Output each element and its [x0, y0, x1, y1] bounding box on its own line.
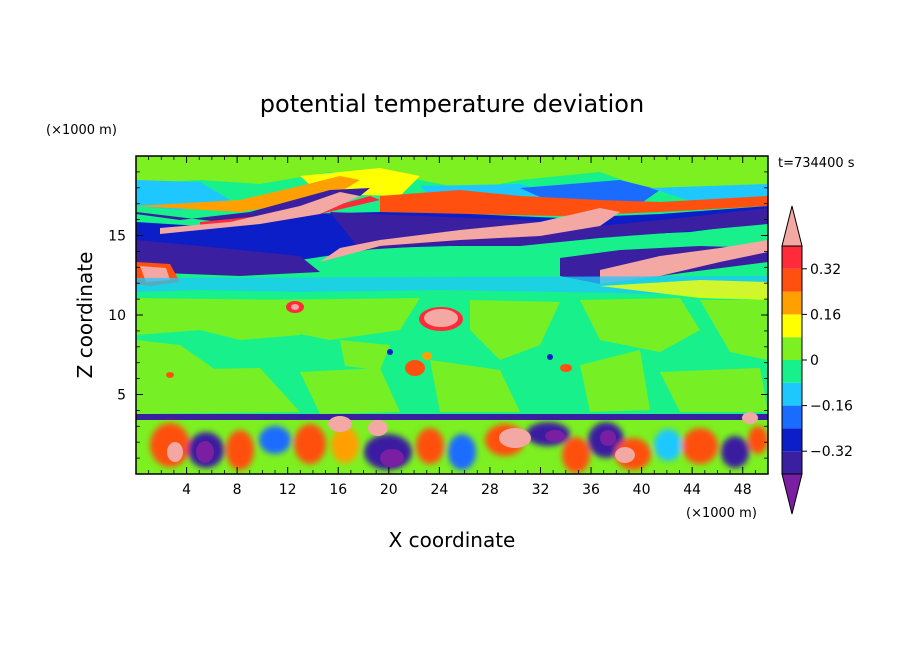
colorbar-tick-label: 0.32	[810, 262, 841, 278]
colorbar-band	[782, 360, 802, 383]
colorbar-band	[782, 337, 802, 360]
colorbar-band	[782, 405, 802, 429]
colorbar-band	[782, 428, 802, 452]
colorbar-band	[782, 246, 802, 269]
x-tick-label: 16	[329, 482, 347, 498]
colorbar-band	[782, 291, 802, 315]
colorbar-upper-arrow	[781, 205, 803, 247]
colorbar-tick-label: 0.16	[810, 307, 841, 323]
x-axis-title: X coordinate	[389, 528, 516, 552]
x-tick-label: 20	[380, 482, 398, 498]
colorbar-band	[782, 451, 802, 474]
x-tick-label: 40	[633, 482, 651, 498]
x-tick-label: 28	[481, 482, 499, 498]
y-unit-label: (×1000 m)	[46, 123, 117, 138]
time-label: t=734400 s	[778, 156, 855, 171]
colorbar-tick-label: −0.16	[810, 399, 853, 415]
colorbar-band	[782, 268, 802, 292]
y-axis-title: Z coordinate	[73, 252, 97, 379]
y-axis: 5 10 15	[108, 171, 768, 459]
x-tick-label: 4	[182, 482, 191, 498]
y-tick-label: 10	[108, 308, 126, 324]
contour-field	[136, 156, 768, 474]
x-tick-label: 32	[532, 482, 550, 498]
chart-title: potential temperature deviation	[260, 90, 644, 118]
boundary-layer	[136, 412, 768, 474]
x-unit-label: (×1000 m)	[686, 506, 757, 521]
colorbar: 0.32 0.16 0 −0.16 −0.32	[781, 205, 853, 515]
y-tick-label: 15	[108, 229, 126, 245]
x-tick-label: 36	[582, 482, 600, 498]
upper-layers	[136, 156, 768, 300]
x-tick-label: 24	[430, 482, 448, 498]
x-tick-label: 48	[734, 482, 752, 498]
colorbar-band	[782, 382, 802, 406]
x-tick-label: 8	[233, 482, 242, 498]
mid-level-pattern	[136, 298, 768, 414]
y-tick-label: 5	[117, 388, 126, 404]
x-tick-label: 44	[683, 482, 701, 498]
colorbar-tick-label: 0	[810, 353, 819, 369]
colorbar-lower-arrow	[781, 473, 803, 515]
colorbar-tick-label: −0.32	[810, 444, 853, 460]
colorbar-band	[782, 314, 802, 338]
mid-warm-blobs	[166, 301, 572, 378]
x-tick-label: 12	[279, 482, 297, 498]
x-axis: 4 8 12 16 20 24 28 32 36 40 44 48	[148, 156, 756, 498]
